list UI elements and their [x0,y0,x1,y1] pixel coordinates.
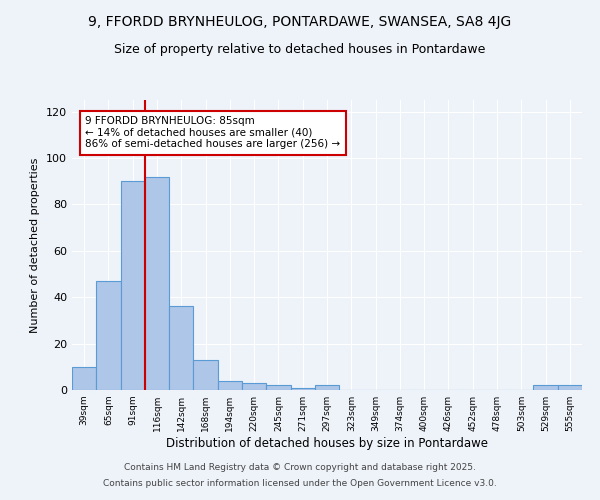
X-axis label: Distribution of detached houses by size in Pontardawe: Distribution of detached houses by size … [166,437,488,450]
Bar [121,181,145,390]
Text: Contains public sector information licensed under the Open Government Licence v3: Contains public sector information licen… [103,478,497,488]
Bar [558,386,582,390]
Text: Size of property relative to detached houses in Pontardawe: Size of property relative to detached ho… [115,42,485,56]
Bar [193,360,218,390]
Text: Contains HM Land Registry data © Crown copyright and database right 2025.: Contains HM Land Registry data © Crown c… [124,464,476,472]
Text: 9, FFORDD BRYNHEULOG, PONTARDAWE, SWANSEA, SA8 4JG: 9, FFORDD BRYNHEULOG, PONTARDAWE, SWANSE… [88,15,512,29]
Bar [96,281,121,390]
Y-axis label: Number of detached properties: Number of detached properties [31,158,40,332]
Bar [169,306,193,390]
Bar [315,386,339,390]
Bar [290,388,315,390]
Bar [533,386,558,390]
Bar [218,380,242,390]
Bar [72,367,96,390]
Text: 9 FFORDD BRYNHEULOG: 85sqm
← 14% of detached houses are smaller (40)
86% of semi: 9 FFORDD BRYNHEULOG: 85sqm ← 14% of deta… [85,116,340,150]
Bar [145,176,169,390]
Bar [266,386,290,390]
Bar [242,383,266,390]
